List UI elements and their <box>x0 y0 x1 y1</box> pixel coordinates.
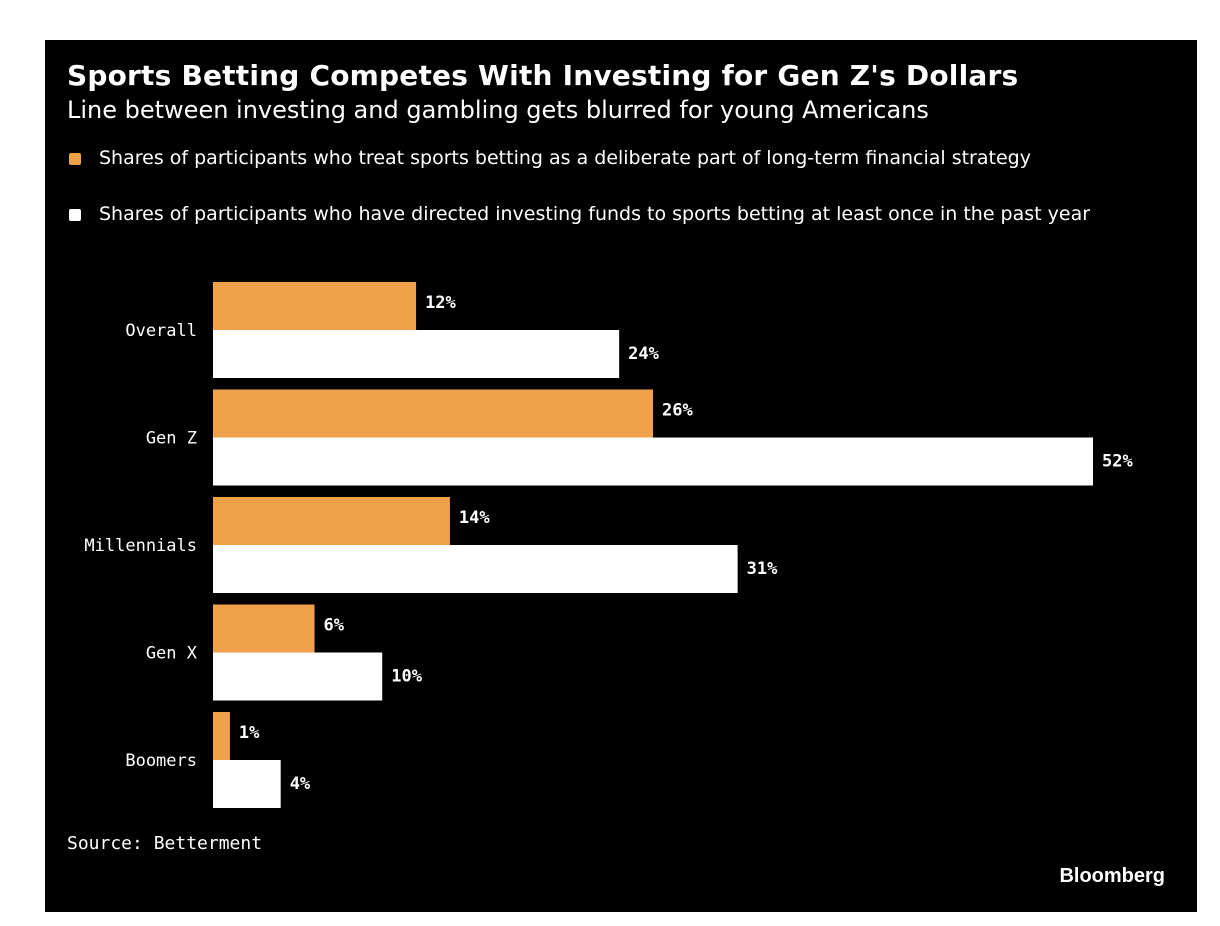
bar-series-0 <box>213 604 315 653</box>
data-label-series-1: 10% <box>391 667 422 687</box>
bar-chart-plot: Overall 12% 24% Gen Z 26% 52% Millennials 14% 31… <box>84 282 1133 808</box>
bloomberg-logo: Bloomberg <box>1059 865 1165 887</box>
data-label-series-1: 24% <box>628 344 659 364</box>
bar-series-0 <box>213 389 653 438</box>
data-label-series-0: 26% <box>662 401 693 421</box>
legend-swatch-orange <box>69 153 81 165</box>
bar-series-0 <box>213 282 417 330</box>
data-label-series-0: 12% <box>425 293 456 313</box>
source-note: Source: Betterment <box>67 833 263 854</box>
bar-series-1 <box>213 437 1093 486</box>
category-label: Gen Z <box>146 429 197 449</box>
data-label-series-1: 31% <box>747 559 778 579</box>
chart-subtitle: Line between investing and gambling gets… <box>67 96 929 124</box>
data-label-series-0: 1% <box>239 723 260 743</box>
bar-series-0 <box>213 497 450 545</box>
legend-label-series-1: Shares of participants who have directed… <box>99 203 1091 225</box>
legend-swatch-white <box>69 209 81 221</box>
chart-title: Sports Betting Competes With Investing f… <box>67 59 1019 92</box>
bar-series-1 <box>213 545 738 593</box>
bar-series-1 <box>213 760 281 808</box>
bar-series-0 <box>213 712 230 760</box>
data-label-series-1: 4% <box>290 774 311 794</box>
legend-item-series-0: Shares of participants who treat sports … <box>67 147 1177 195</box>
category-label: Millennials <box>84 536 197 556</box>
data-label-series-0: 6% <box>324 616 345 636</box>
legend-item-series-1: Shares of participants who have directed… <box>67 203 1177 251</box>
chart-panel: Sports Betting Competes With Investing f… <box>45 40 1197 912</box>
bar-series-1 <box>213 652 383 701</box>
category-label: Overall <box>125 321 197 341</box>
data-label-series-1: 52% <box>1102 452 1133 472</box>
data-label-series-0: 14% <box>459 508 490 528</box>
category-label: Gen X <box>146 644 198 664</box>
legend-label-series-0: Shares of participants who treat sports … <box>99 147 1031 169</box>
category-label: Boomers <box>125 751 197 771</box>
bar-series-1 <box>213 330 620 378</box>
